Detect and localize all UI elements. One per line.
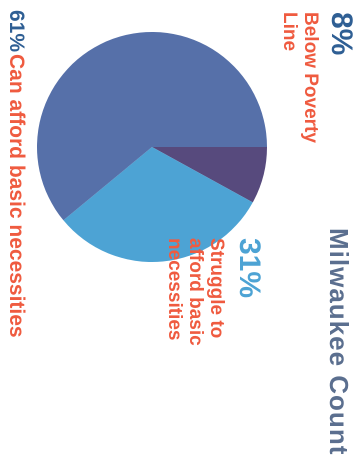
struggle-label-line2: afford basic [185, 238, 206, 346]
pie-slice-struggle [63, 147, 253, 262]
below-poverty-label-line2: Line [279, 12, 300, 52]
pie-slice-can-afford [37, 32, 267, 221]
below-poverty-pct: 8% [325, 12, 358, 56]
pie-slice-below-poverty [152, 147, 267, 203]
struggle-label-line3: necessities [164, 238, 185, 341]
struggle-label-line1: Struggle to [206, 238, 227, 339]
below-poverty-label-line1: Below Poverty [300, 12, 321, 143]
afford-pct: 61% [5, 10, 28, 53]
afford-label: Can afford basic necessities [5, 54, 28, 338]
struggle-pct: 31% [233, 238, 266, 299]
